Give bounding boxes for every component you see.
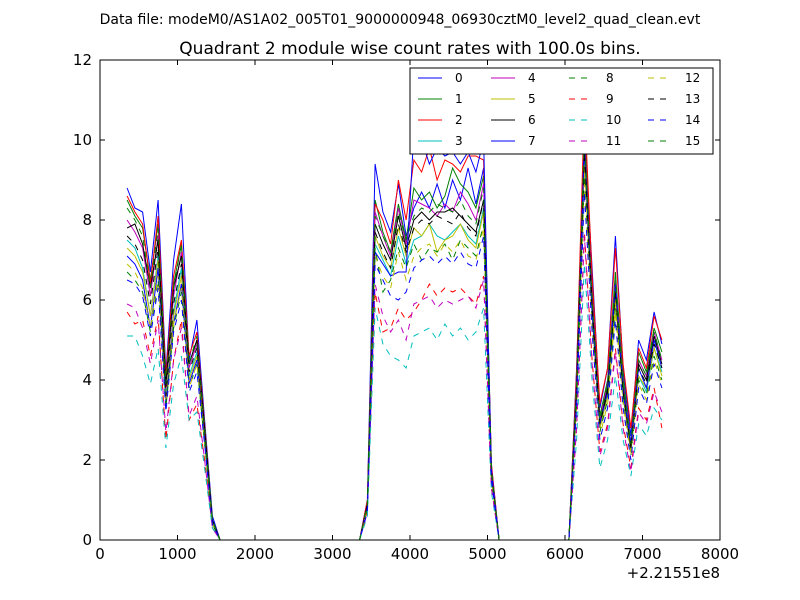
legend-box <box>409 67 714 155</box>
legend-label-15: 15 <box>685 134 700 148</box>
series-line-13 <box>126 151 663 541</box>
legend-label-9: 9 <box>606 92 614 106</box>
x-tick-label: 6000 <box>546 545 584 563</box>
legend-label-7: 7 <box>528 134 536 148</box>
x-tick-label: 4000 <box>391 545 429 563</box>
legend-label-14: 14 <box>685 113 700 127</box>
x-tick-label: 3000 <box>313 545 351 563</box>
series-line-9 <box>126 231 663 541</box>
legend-label-5: 5 <box>528 92 536 106</box>
y-tick-label: 2 <box>82 451 92 469</box>
x-tick-label: 7000 <box>623 545 661 563</box>
y-tick-label: 6 <box>82 291 92 309</box>
chart-title: Quadrant 2 module wise count rates with … <box>179 39 640 59</box>
legend-label-10: 10 <box>606 113 621 127</box>
legend-label-4: 4 <box>528 71 536 85</box>
legend-label-11: 11 <box>606 134 621 148</box>
y-tick-label: 0 <box>82 531 92 549</box>
series-line-14 <box>126 191 663 541</box>
y-tick-label: 12 <box>73 51 92 69</box>
x-tick-label: 8000 <box>701 545 739 563</box>
legend-label-3: 3 <box>455 134 463 148</box>
x-tick-label: 2000 <box>236 545 274 563</box>
legend-label-8: 8 <box>606 71 614 85</box>
y-tick-label: 10 <box>73 131 92 149</box>
y-tick-label: 8 <box>82 211 92 229</box>
series-line-11 <box>126 235 663 541</box>
legend-label-0: 0 <box>455 71 463 85</box>
legend-label-1: 1 <box>455 92 463 106</box>
legend-label-6: 6 <box>528 113 536 127</box>
legend-label-2: 2 <box>455 113 463 127</box>
plot-area: 0 1000 2000 3000 4000 5000 6000 7000 80000246810… <box>73 51 739 563</box>
series-line-15 <box>126 135 663 541</box>
y-tick-label: 4 <box>82 371 92 389</box>
suptitle: Data file: modeM0/AS1A02_005T01_90000009… <box>100 12 701 28</box>
ticks-layer: 0 1000 2000 3000 4000 5000 6000 7000 80000246810… <box>73 51 739 563</box>
x-tick-label: 1000 <box>158 545 196 563</box>
x-offset-text: +2.21551e8 <box>627 564 720 582</box>
x-tick-label: 0 <box>95 545 105 563</box>
legend-label-13: 13 <box>685 92 700 106</box>
legend-label-12: 12 <box>685 71 700 85</box>
x-tick-label: 5000 <box>468 545 506 563</box>
series-layer <box>126 103 663 541</box>
series-line-10 <box>127 263 663 541</box>
